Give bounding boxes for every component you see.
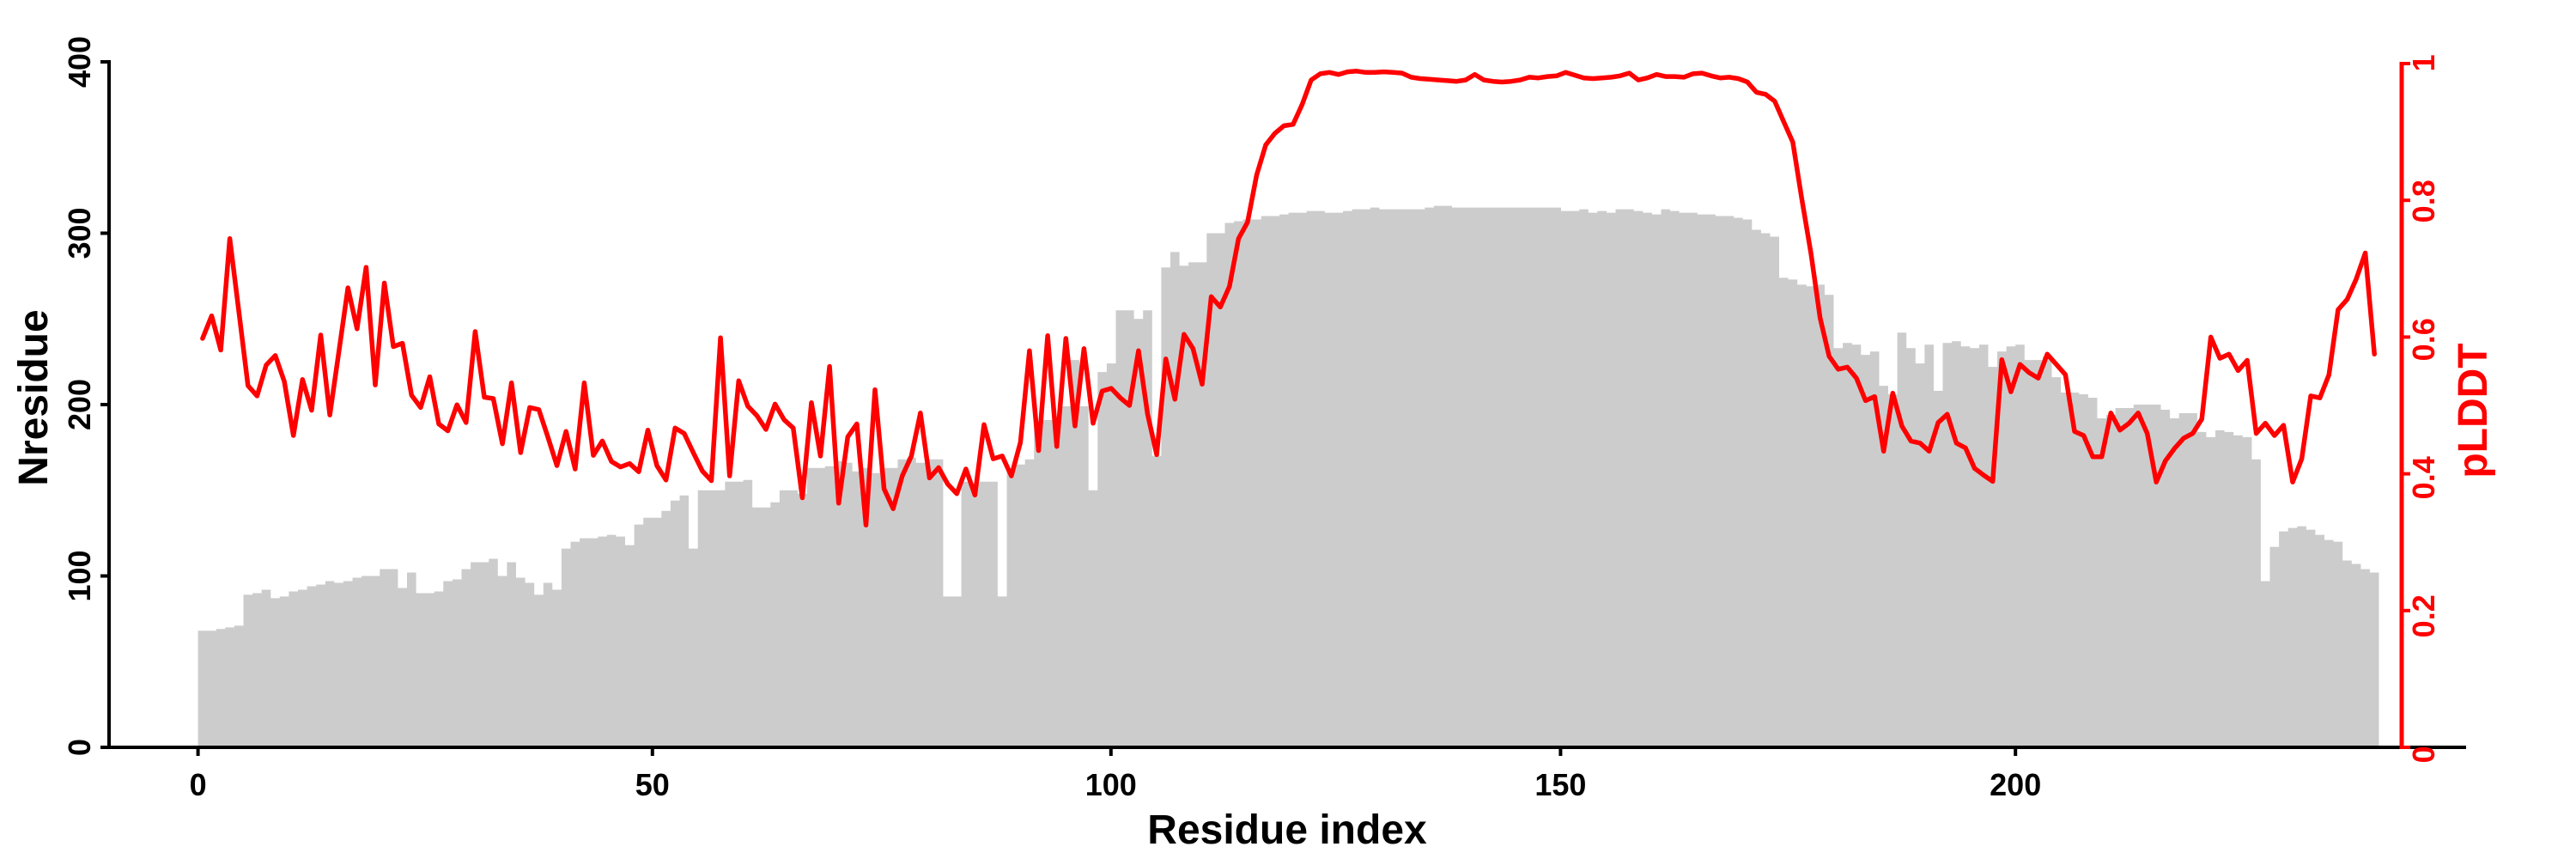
svg-text:0.4: 0.4 [2406, 456, 2441, 499]
svg-text:pLDDT: pLDDT [2451, 343, 2496, 478]
svg-text:0.2: 0.2 [2406, 594, 2441, 637]
svg-text:0.6: 0.6 [2406, 318, 2441, 361]
svg-text:200: 200 [1990, 767, 2041, 802]
svg-text:400: 400 [62, 36, 97, 88]
svg-text:100: 100 [62, 550, 97, 601]
svg-text:150: 150 [1534, 767, 1586, 802]
svg-text:0: 0 [62, 739, 97, 756]
svg-text:0.8: 0.8 [2406, 180, 2441, 222]
svg-text:300: 300 [62, 207, 97, 259]
svg-text:0: 0 [190, 767, 207, 802]
svg-text:Nresidue: Nresidue [11, 309, 57, 485]
svg-text:50: 50 [635, 767, 670, 802]
svg-text:100: 100 [1085, 767, 1137, 802]
svg-text:0: 0 [2406, 746, 2441, 763]
svg-text:1: 1 [2406, 54, 2441, 71]
svg-text:Residue index: Residue index [1147, 807, 1427, 853]
svg-text:200: 200 [62, 379, 97, 430]
